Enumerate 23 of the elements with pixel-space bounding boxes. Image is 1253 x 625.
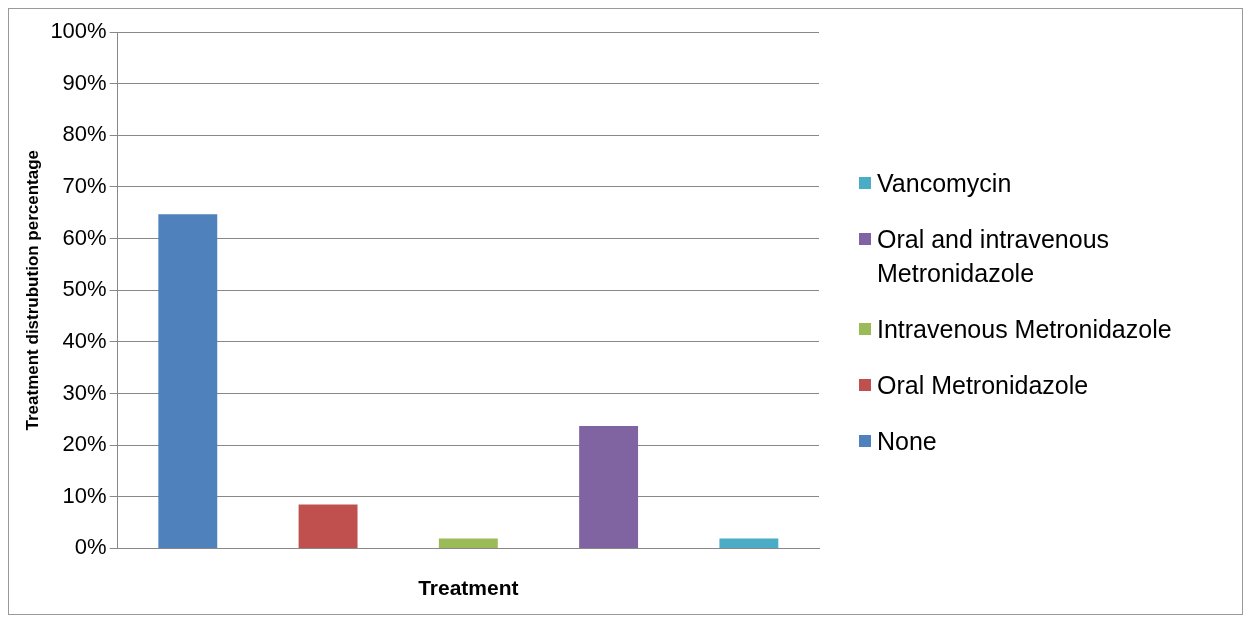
legend-label: Oral and intravenous Metronidazole xyxy=(877,223,1111,289)
y-tick-label: 80% xyxy=(62,120,107,146)
legend-label: Oral Metronidazole xyxy=(877,369,1089,401)
legend-label: None xyxy=(877,425,937,457)
y-axis-title: Treatment distrubution percentage xyxy=(22,149,42,430)
bar xyxy=(719,538,779,548)
bar xyxy=(579,425,639,548)
y-tick-label: 30% xyxy=(62,379,107,405)
bar xyxy=(158,213,218,548)
bar xyxy=(298,504,358,548)
y-tick-label: 40% xyxy=(62,327,107,353)
y-tick-label: 100% xyxy=(50,17,107,43)
y-tick-label: 0% xyxy=(74,533,107,559)
y-tick-label: 20% xyxy=(62,430,107,456)
legend-label: Intravenous Metronidazole xyxy=(877,313,1172,345)
legend-label: Vancomycin xyxy=(877,167,1012,199)
y-tick-label: 70% xyxy=(62,172,107,198)
y-tick-label: 90% xyxy=(62,69,107,95)
y-tick-label: 10% xyxy=(62,482,107,508)
bar xyxy=(438,538,498,548)
y-tick-label: 50% xyxy=(62,275,107,301)
y-tick-label: 60% xyxy=(62,224,107,250)
x-axis-title: Treatment xyxy=(418,575,519,599)
